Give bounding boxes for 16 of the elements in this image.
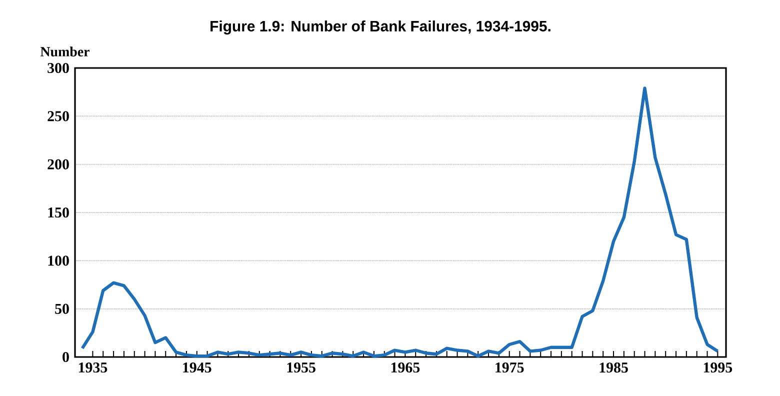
y-tick-label: 300 (48, 62, 69, 74)
chart-title: Figure 1.9: Number of Bank Failures, 1934-1995. (210, 20, 550, 35)
x-tick-label: 1945 (183, 362, 212, 373)
y-tick-label: 50 (55, 304, 69, 314)
x-tick-label: 1995 (704, 362, 732, 373)
y-tick-label: 0 (62, 352, 69, 362)
x-tick-label: 1965 (391, 362, 420, 373)
x-tick-label: 1985 (600, 362, 628, 373)
y-tick-label: 150 (48, 207, 69, 218)
y-axis-title: Number (40, 46, 90, 56)
y-tick-label: 250 (48, 111, 69, 122)
x-tick-label: 1955 (287, 362, 316, 373)
y-tick-label: 200 (48, 159, 69, 170)
y-tick-label: 100 (48, 256, 69, 266)
x-tick-label: 1975 (496, 362, 524, 373)
x-tick-label: 1935 (78, 362, 108, 373)
